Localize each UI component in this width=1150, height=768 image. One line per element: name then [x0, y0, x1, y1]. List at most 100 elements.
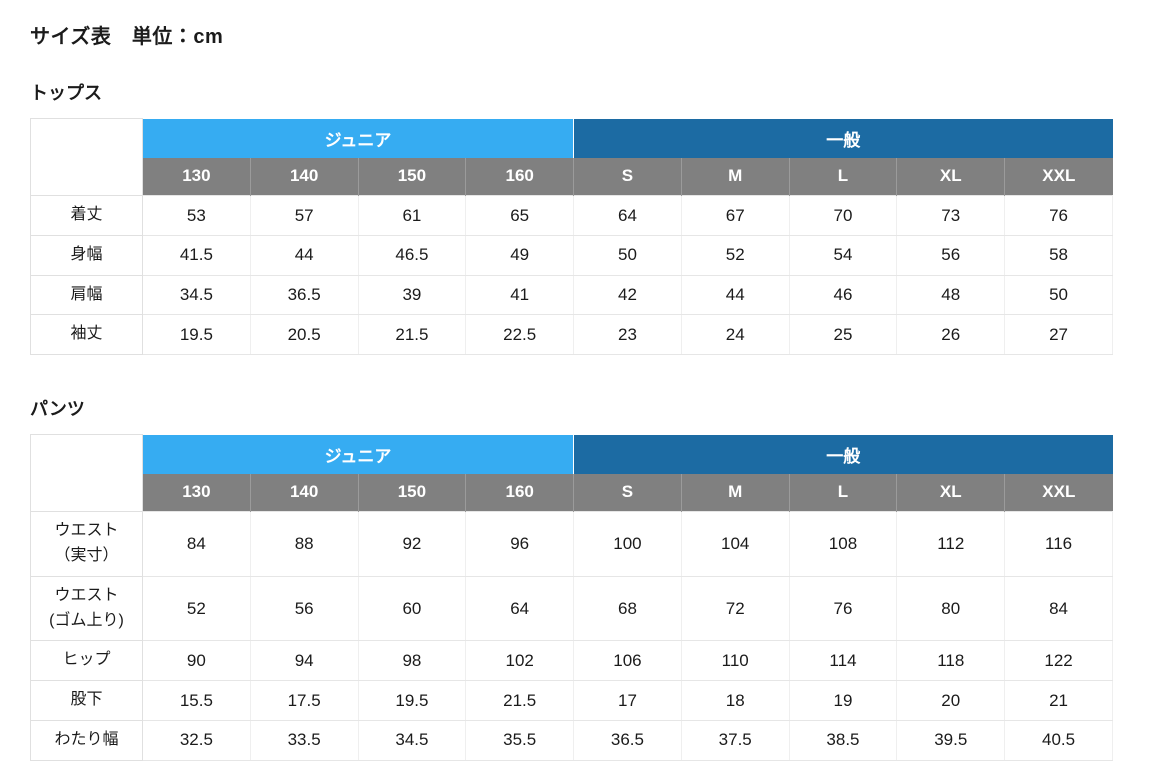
value-cell: 68: [573, 575, 682, 642]
value-cell: 116: [1004, 511, 1113, 577]
value-cell: 58: [1004, 234, 1113, 276]
value-cell: 36.5: [573, 719, 682, 761]
junior-group-header: ジュニア: [142, 434, 574, 474]
value-cell: 90: [142, 640, 251, 682]
value-cell: 52: [142, 575, 251, 642]
table-row: 肩幅 34.5 36.5 39 41 42 44 46 48 50: [30, 274, 1113, 316]
general-group-header: 一般: [573, 434, 1113, 474]
size-cell: 150: [357, 157, 466, 196]
row-label: 袖丈: [30, 314, 143, 356]
value-cell: 64: [465, 575, 575, 642]
value-cell: 18: [680, 680, 790, 721]
value-cell: 88: [249, 511, 359, 577]
value-cell: 41: [465, 274, 575, 316]
size-cell: L: [788, 157, 897, 196]
value-cell: 70: [788, 195, 898, 236]
value-cell: 21.5: [465, 680, 575, 721]
row-label: 肩幅: [30, 274, 143, 316]
value-cell: 50: [573, 234, 682, 276]
value-cell: 44: [680, 274, 790, 316]
section-title-tops: トップス: [30, 83, 102, 103]
size-cell: XXL: [1004, 157, 1113, 196]
value-cell: 27: [1004, 314, 1113, 356]
value-cell: 73: [896, 195, 1006, 236]
value-cell: 22.5: [465, 314, 575, 356]
table-row: 股下 15.5 17.5 19.5 21.5 17 18 19 20 21: [30, 680, 1113, 721]
size-cell: 140: [249, 157, 359, 196]
size-cell: S: [573, 157, 682, 196]
page-title: サイズ表 単位：cm: [30, 26, 224, 48]
value-cell: 21: [1004, 680, 1113, 721]
table-row: 着丈 53 57 61 65 64 67 70 73 76: [30, 195, 1113, 236]
value-cell: 37.5: [680, 719, 790, 761]
section-title-pants: パンツ: [30, 399, 85, 420]
value-cell: 17.5: [249, 680, 359, 721]
value-cell: 34.5: [142, 274, 251, 316]
size-cell: XL: [896, 157, 1005, 196]
table-row: ウエスト (ゴム上り) 52 56 60 64 68 72 76 80 84: [30, 575, 1113, 642]
value-cell: 41.5: [142, 234, 251, 276]
value-cell: 114: [788, 640, 898, 682]
corner-cell: [30, 118, 143, 196]
value-cell: 44: [249, 234, 359, 276]
row-label: ウエスト (ゴム上り): [30, 575, 143, 642]
value-cell: 36.5: [249, 274, 359, 316]
value-cell: 42: [573, 274, 682, 316]
size-header-row: 130 140 150 160 S M L XL XXL: [31, 157, 1113, 196]
value-cell: 19: [788, 680, 898, 721]
value-cell: 19.5: [357, 680, 467, 721]
value-cell: 32.5: [142, 719, 251, 761]
row-label: 着丈: [30, 195, 143, 236]
value-cell: 122: [1004, 640, 1113, 682]
size-cell: XL: [896, 473, 1005, 512]
value-cell: 26: [896, 314, 1006, 356]
value-cell: 17: [573, 680, 682, 721]
value-cell: 61: [357, 195, 467, 236]
value-cell: 50: [1004, 274, 1113, 316]
general-group-header: 一般: [573, 118, 1113, 158]
value-cell: 84: [1004, 575, 1113, 642]
value-cell: 98: [357, 640, 467, 682]
value-cell: 92: [357, 511, 467, 577]
table-row: わたり幅 32.5 33.5 34.5 35.5 36.5 37.5 38.5 …: [30, 719, 1113, 761]
value-cell: 84: [142, 511, 251, 577]
size-header-row: 130 140 150 160 S M L XL XXL: [31, 473, 1113, 512]
table-row: ヒップ 90 94 98 102 106 110 114 118 122: [30, 640, 1113, 682]
value-cell: 21.5: [357, 314, 467, 356]
value-cell: 15.5: [142, 680, 251, 721]
value-cell: 34.5: [357, 719, 467, 761]
value-cell: 25: [788, 314, 898, 356]
group-header-row: ジュニア 一般: [30, 118, 1113, 196]
value-cell: 76: [788, 575, 898, 642]
size-cell: M: [680, 473, 790, 512]
value-cell: 24: [680, 314, 790, 356]
size-cell: 160: [465, 157, 574, 196]
value-cell: 33.5: [249, 719, 359, 761]
value-cell: 110: [680, 640, 790, 682]
value-cell: 23: [573, 314, 682, 356]
value-cell: 80: [896, 575, 1006, 642]
row-label: ヒップ: [30, 640, 143, 682]
value-cell: 52: [680, 234, 790, 276]
size-cell: L: [788, 473, 897, 512]
value-cell: 72: [680, 575, 790, 642]
value-cell: 35.5: [465, 719, 575, 761]
size-cell: 140: [249, 473, 359, 512]
value-cell: 108: [788, 511, 898, 577]
value-cell: 106: [573, 640, 682, 682]
table-row: 袖丈 19.5 20.5 21.5 22.5 23 24 25 26 27: [30, 314, 1113, 356]
row-label: ウエスト （実寸）: [30, 511, 143, 577]
table-row: ウエスト （実寸） 84 88 92 96 100 104 108 112 11…: [30, 511, 1113, 577]
value-cell: 56: [896, 234, 1006, 276]
value-cell: 67: [680, 195, 790, 236]
value-cell: 56: [249, 575, 359, 642]
value-cell: 60: [357, 575, 467, 642]
size-cell: M: [680, 157, 790, 196]
value-cell: 76: [1004, 195, 1113, 236]
tops-size-table: ジュニア 一般 130 140 150 160 S M L XL XXL 着丈 …: [30, 118, 1113, 356]
size-cell: S: [573, 473, 682, 512]
value-cell: 39: [357, 274, 467, 316]
group-header-row: ジュニア 一般: [30, 434, 1113, 513]
value-cell: 39.5: [896, 719, 1006, 761]
